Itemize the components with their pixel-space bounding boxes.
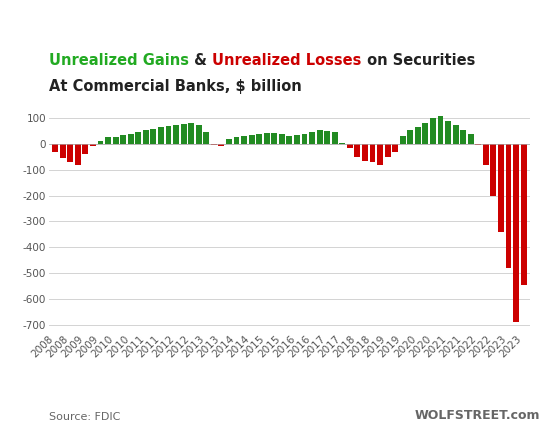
Bar [460,130,466,144]
Bar [453,124,459,144]
Bar [248,135,254,144]
Bar [377,144,383,164]
Bar [271,132,277,144]
Bar [339,143,345,144]
Bar [301,134,307,144]
Bar [120,135,126,144]
Bar [506,144,512,268]
Bar [468,134,473,144]
Bar [490,144,496,196]
Bar [384,144,390,157]
Bar [415,127,421,144]
Bar [181,124,187,144]
Bar [226,139,232,144]
Bar [354,144,360,157]
Bar [211,144,217,145]
Bar [430,118,436,144]
Bar [112,137,118,144]
Bar [437,115,443,144]
Bar [203,132,209,144]
Bar [128,134,134,144]
Bar [165,126,171,144]
Bar [196,125,201,144]
Bar [279,134,285,144]
Bar [173,125,179,144]
Text: Unrealized Losses: Unrealized Losses [212,53,361,68]
Bar [256,134,262,144]
Bar [392,144,398,152]
Bar [370,144,376,162]
Bar [324,131,330,144]
Bar [407,130,413,144]
Bar [75,144,81,164]
Bar [82,144,88,154]
Bar [498,144,504,232]
Bar [362,144,368,161]
Bar [135,132,141,144]
Bar [158,127,164,144]
Bar [476,144,481,145]
Bar [483,144,489,164]
Bar [521,144,526,285]
Bar [105,138,111,144]
Text: Unrealized Gains: Unrealized Gains [49,53,189,68]
Bar [287,136,292,144]
Bar [67,144,73,162]
Bar [143,130,149,144]
Bar [309,132,315,144]
Bar [332,132,337,144]
Bar [52,144,58,152]
Bar [423,123,428,144]
Bar [188,123,194,144]
Bar [264,133,270,144]
Bar [445,121,451,144]
Bar [234,137,240,144]
Bar [218,144,224,146]
Bar [294,135,300,144]
Bar [60,144,66,158]
Bar [347,144,353,148]
Text: on Securities: on Securities [361,53,475,68]
Bar [513,144,519,322]
Bar [151,129,156,144]
Bar [317,130,323,144]
Text: WOLFSTREET.com: WOLFSTREET.com [415,409,541,422]
Text: &: & [189,53,212,68]
Text: Source: FDIC: Source: FDIC [49,412,121,422]
Text: At Commercial Banks, $ billion: At Commercial Banks, $ billion [49,79,302,94]
Bar [90,144,96,146]
Bar [241,135,247,144]
Bar [98,141,103,144]
Bar [400,135,406,144]
